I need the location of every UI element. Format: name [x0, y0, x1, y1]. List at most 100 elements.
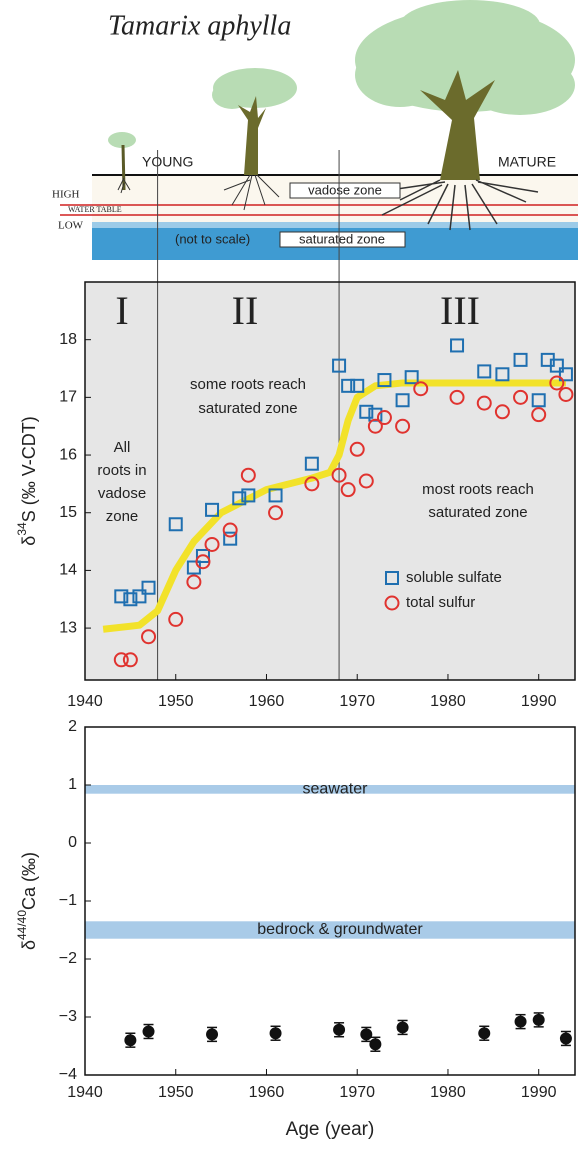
point: [396, 1021, 409, 1034]
point: [332, 358, 347, 373]
y-tick-label: 17: [59, 389, 77, 406]
point: [206, 1028, 219, 1041]
point: [268, 488, 283, 503]
point: [549, 375, 565, 391]
y-axis-label: δ44/40Ca (‰): [15, 852, 39, 950]
scale-note: (not to scale): [175, 231, 250, 246]
y-tick-label: 0: [68, 834, 77, 851]
plot-frame: [84, 281, 576, 681]
point: [141, 580, 156, 595]
plot-area: [85, 282, 575, 680]
trend-line: [102, 379, 566, 633]
point: [513, 352, 528, 367]
point: [341, 378, 356, 393]
annotation: saturated zone: [428, 504, 527, 521]
point: [350, 378, 365, 393]
plot-frame: [84, 726, 576, 1076]
tree-medium: [212, 68, 297, 211]
vadose-label: vadose zone: [308, 182, 382, 197]
y-axis-label-sup: 34: [15, 522, 29, 536]
point: [113, 652, 129, 668]
point: [478, 1027, 491, 1040]
annotation: zone: [106, 508, 139, 525]
point: [532, 1013, 545, 1026]
y-tick-label: 18: [59, 331, 77, 348]
point: [223, 531, 238, 546]
y-axis-label-main: Ca (‰): [19, 852, 39, 910]
y-axis-label-prefix: δ: [19, 536, 39, 546]
plot-area: [85, 727, 575, 1075]
y-tick-label: −4: [59, 1066, 77, 1083]
point: [142, 1025, 155, 1038]
point: [122, 652, 138, 668]
point: [477, 364, 492, 379]
point: [304, 456, 319, 471]
y-axis-label-main: S (‰ V-CDT): [19, 416, 39, 522]
legend-label: soluble sulfate: [406, 569, 502, 586]
annotation: most roots reach: [422, 481, 534, 498]
band-label: bedrock & groundwater: [257, 921, 423, 938]
y-tick-label: 1: [68, 776, 77, 793]
zone-label: I: [115, 288, 128, 333]
low-label: LOW: [58, 220, 84, 232]
point: [376, 410, 392, 426]
zone-label: II: [232, 288, 259, 333]
legend-marker: [385, 571, 399, 585]
x-tick-label: 1980: [430, 1084, 466, 1101]
tree-young: [108, 132, 136, 194]
point: [241, 488, 256, 503]
point: [514, 1015, 527, 1028]
point: [304, 476, 320, 492]
x-tick-label: 1960: [249, 1084, 285, 1101]
illustration: Tamarix aphylla YOUNG MATURE HIGH WATER …: [52, 0, 578, 260]
annotation: roots in: [97, 462, 146, 479]
point: [531, 393, 546, 408]
x-tick-label: 1990: [521, 1084, 557, 1101]
y-axis-label: δ34S (‰ V-CDT): [15, 416, 39, 545]
point: [450, 338, 465, 353]
point: [195, 554, 211, 570]
x-tick-label: 1950: [158, 1084, 194, 1101]
point: [333, 1023, 346, 1036]
point: [369, 1038, 382, 1051]
y-tick-label: −3: [59, 1008, 77, 1025]
annotation: saturated zone: [198, 400, 297, 417]
band-label: seawater: [303, 781, 369, 798]
y-tick-label: −2: [59, 950, 77, 967]
point: [413, 381, 429, 397]
high-label: HIGH: [52, 189, 80, 201]
point: [269, 1027, 282, 1040]
x-tick-label: 1970: [339, 1084, 375, 1101]
point: [349, 441, 365, 457]
point: [124, 1034, 137, 1047]
point: [204, 536, 220, 552]
point: [222, 522, 238, 538]
band: [85, 785, 575, 794]
y-axis-label-sup: 44/40: [15, 910, 29, 940]
y-tick-label: 16: [59, 446, 77, 463]
legend-label: total sulfur: [406, 594, 475, 611]
point: [331, 467, 347, 483]
point: [377, 373, 392, 388]
band: [85, 921, 575, 939]
y-tick-label: 13: [59, 619, 77, 636]
point: [531, 407, 547, 423]
point: [168, 611, 184, 627]
point: [186, 574, 202, 590]
point: [114, 589, 129, 604]
point: [395, 418, 411, 434]
young-label: YOUNG: [142, 154, 193, 170]
point: [476, 395, 492, 411]
saturated-label: saturated zone: [299, 231, 385, 246]
point: [141, 629, 157, 645]
point: [132, 589, 147, 604]
point: [449, 389, 465, 405]
groundwater-top: [92, 222, 578, 228]
water-table-label: WATER TABLE: [68, 205, 122, 214]
point: [404, 370, 419, 385]
point: [168, 517, 183, 532]
illustration-title: Tamarix aphylla: [108, 10, 291, 41]
point: [395, 393, 410, 408]
zone-label: III: [440, 288, 480, 333]
